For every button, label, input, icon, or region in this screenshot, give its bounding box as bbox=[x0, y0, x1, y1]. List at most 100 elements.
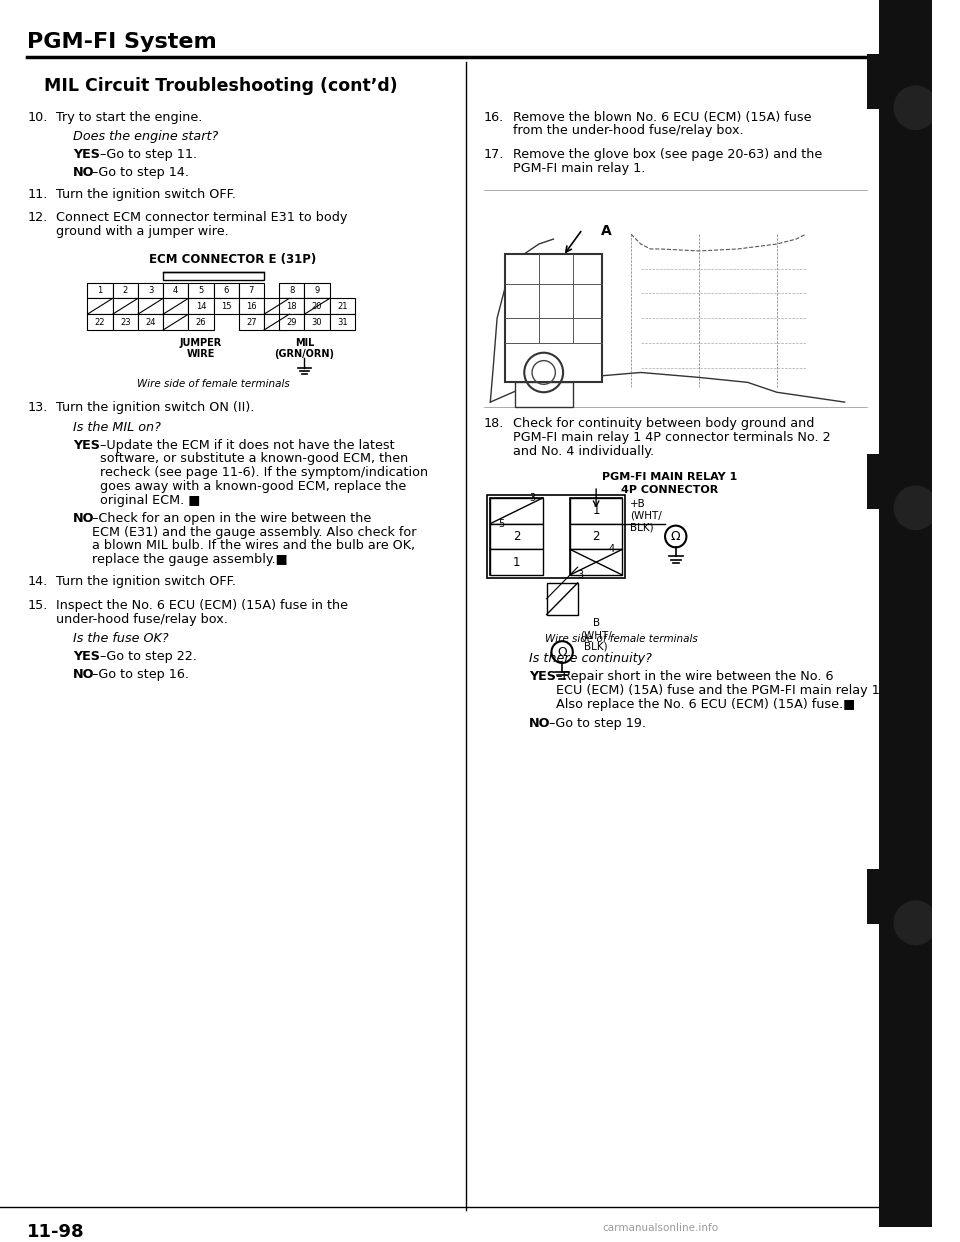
Text: 5: 5 bbox=[199, 286, 204, 294]
Text: PGM-FI main relay 1.: PGM-FI main relay 1. bbox=[513, 161, 645, 175]
Text: B
(WHT/
BLK): B (WHT/ BLK) bbox=[580, 619, 612, 652]
Text: under-hood fuse/relay box.: under-hood fuse/relay box. bbox=[57, 612, 228, 626]
Text: Also replace the No. 6 ECU (ECM) (15A) fuse.■: Also replace the No. 6 ECU (ECM) (15A) f… bbox=[556, 698, 855, 710]
Text: NO: NO bbox=[73, 668, 94, 681]
Bar bbox=[112, 298, 138, 314]
Bar bbox=[279, 283, 304, 298]
Text: 24: 24 bbox=[145, 318, 156, 327]
Text: ECM CONNECTOR E (31P): ECM CONNECTOR E (31P) bbox=[150, 253, 317, 266]
Bar bbox=[264, 298, 289, 314]
Text: 23: 23 bbox=[120, 318, 131, 327]
Bar bbox=[304, 314, 329, 330]
Text: ECU (ECM) (15A) fuse and the PGM-FI main relay 1.: ECU (ECM) (15A) fuse and the PGM-FI main… bbox=[556, 683, 884, 697]
Text: Turn the ignition switch OFF.: Turn the ignition switch OFF. bbox=[57, 575, 236, 587]
Text: 15: 15 bbox=[221, 302, 231, 310]
Bar bbox=[87, 314, 112, 330]
Bar bbox=[138, 314, 163, 330]
Bar bbox=[570, 549, 622, 575]
Text: 30: 30 bbox=[312, 318, 323, 327]
Text: 17.: 17. bbox=[484, 148, 504, 161]
Text: 13.: 13. bbox=[27, 401, 48, 414]
Text: 6: 6 bbox=[224, 286, 228, 294]
Text: from the under-hood fuse/relay box.: from the under-hood fuse/relay box. bbox=[513, 124, 743, 138]
Bar bbox=[138, 298, 163, 314]
Text: goes away with a known-good ECM, replace the: goes away with a known-good ECM, replace… bbox=[100, 481, 406, 493]
Text: 3: 3 bbox=[148, 286, 154, 294]
Bar bbox=[239, 314, 264, 330]
Bar bbox=[491, 524, 542, 549]
Bar bbox=[87, 283, 112, 298]
Text: NO: NO bbox=[529, 718, 551, 730]
Text: +B
(WHT/
BLK): +B (WHT/ BLK) bbox=[630, 499, 661, 533]
Text: Is there continuity?: Is there continuity? bbox=[529, 652, 652, 664]
Bar bbox=[188, 283, 213, 298]
Bar bbox=[329, 314, 355, 330]
Text: YES: YES bbox=[73, 650, 100, 663]
Bar bbox=[304, 298, 329, 314]
Bar bbox=[546, 582, 578, 615]
Text: Try to start the engine.: Try to start the engine. bbox=[57, 111, 203, 124]
Bar bbox=[163, 298, 188, 314]
Text: a blown MIL bulb. If the wires and the bulb are OK,: a blown MIL bulb. If the wires and the b… bbox=[92, 539, 416, 553]
Text: 22: 22 bbox=[95, 318, 106, 327]
Text: –Go to step 14.: –Go to step 14. bbox=[92, 166, 189, 179]
Text: –Check for an open in the wire between the: –Check for an open in the wire between t… bbox=[92, 512, 372, 525]
Text: ground with a jumper wire.: ground with a jumper wire. bbox=[57, 225, 229, 238]
Circle shape bbox=[894, 86, 937, 129]
Bar bbox=[163, 272, 264, 279]
Text: 8: 8 bbox=[289, 286, 295, 294]
Text: PGM-FI MAIN RELAY 1
4P CONNECTOR: PGM-FI MAIN RELAY 1 4P CONNECTOR bbox=[602, 472, 737, 494]
Text: original ECM. ■: original ECM. ■ bbox=[100, 494, 201, 507]
Bar bbox=[279, 314, 304, 330]
Text: Ω: Ω bbox=[671, 530, 681, 543]
Text: 11-98: 11-98 bbox=[27, 1223, 84, 1241]
Bar bbox=[491, 498, 542, 575]
Text: NO: NO bbox=[73, 166, 94, 179]
Text: Turn the ignition switch OFF.: Turn the ignition switch OFF. bbox=[57, 188, 236, 201]
Text: PGM-FI System: PGM-FI System bbox=[27, 31, 217, 52]
Bar bbox=[570, 498, 622, 524]
Text: 29: 29 bbox=[287, 318, 297, 327]
Bar bbox=[163, 283, 188, 298]
Text: Is the fuse OK?: Is the fuse OK? bbox=[73, 632, 168, 646]
Bar bbox=[484, 190, 867, 407]
Text: 11.: 11. bbox=[27, 188, 48, 201]
Bar bbox=[279, 298, 304, 314]
Text: YES: YES bbox=[529, 669, 556, 683]
Bar bbox=[867, 55, 881, 109]
Circle shape bbox=[894, 486, 937, 529]
Text: Turn the ignition switch ON (II).: Turn the ignition switch ON (II). bbox=[57, 401, 254, 414]
Text: –Update the ECM if it does not have the latest: –Update the ECM if it does not have the … bbox=[100, 438, 395, 452]
Bar bbox=[213, 283, 239, 298]
Text: –Go to step 19.: –Go to step 19. bbox=[548, 718, 645, 730]
Text: 4: 4 bbox=[609, 544, 614, 554]
Circle shape bbox=[894, 900, 937, 944]
Text: 1: 1 bbox=[97, 286, 103, 294]
Text: Check for continuity between body ground and: Check for continuity between body ground… bbox=[513, 417, 814, 430]
Text: 31: 31 bbox=[337, 318, 348, 327]
Text: recheck (see page 11-6). If the symptom/indication: recheck (see page 11-6). If the symptom/… bbox=[100, 466, 428, 479]
Bar bbox=[188, 314, 213, 330]
Text: 10.: 10. bbox=[27, 111, 48, 124]
Text: Connect ECM connector terminal E31 to body: Connect ECM connector terminal E31 to bo… bbox=[57, 211, 348, 225]
Bar bbox=[329, 298, 355, 314]
Text: 26: 26 bbox=[196, 318, 206, 327]
Text: 18: 18 bbox=[286, 302, 298, 310]
Text: 1: 1 bbox=[592, 504, 600, 517]
Text: software, or substitute a known-good ECM, then: software, or substitute a known-good ECM… bbox=[100, 452, 408, 466]
Bar bbox=[213, 298, 239, 314]
Text: PGM-FI main relay 1 4P connector terminals No. 2: PGM-FI main relay 1 4P connector termina… bbox=[513, 431, 830, 443]
Bar bbox=[878, 0, 932, 1227]
Bar bbox=[239, 298, 264, 314]
Bar bbox=[304, 283, 329, 298]
Text: 7: 7 bbox=[249, 286, 254, 294]
Bar bbox=[112, 283, 138, 298]
Text: Wire side of female terminals: Wire side of female terminals bbox=[137, 379, 290, 390]
Text: –Go to step 11.: –Go to step 11. bbox=[100, 148, 197, 161]
Text: and No. 4 individually.: and No. 4 individually. bbox=[513, 445, 654, 457]
Text: 18.: 18. bbox=[484, 417, 504, 430]
Bar bbox=[505, 253, 602, 383]
Text: NO: NO bbox=[73, 512, 94, 525]
Text: 16.: 16. bbox=[484, 111, 504, 124]
Bar bbox=[570, 524, 622, 549]
